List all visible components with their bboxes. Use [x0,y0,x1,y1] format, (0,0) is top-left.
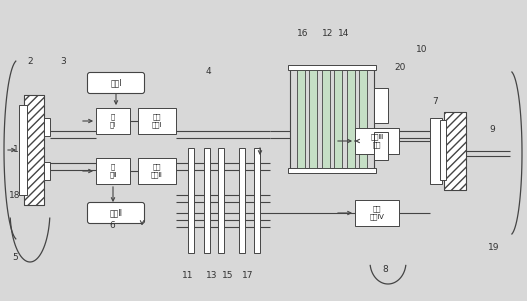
Text: 制车Ⅲ
机构: 制车Ⅲ 机构 [370,134,384,148]
Text: 电
机Ⅱ: 电 机Ⅱ [109,164,117,178]
Text: 1: 1 [13,145,19,154]
Bar [444,112,466,190]
Bar [218,148,224,253]
Text: 16: 16 [297,29,309,39]
Text: 20: 20 [394,64,406,73]
Text: 8: 8 [382,265,388,275]
Text: 2: 2 [27,57,33,67]
Bar [24,95,44,205]
Text: 10: 10 [416,45,428,54]
Bar [440,120,446,180]
Bar [309,70,317,168]
Text: 13: 13 [206,272,218,281]
Bar [297,70,305,168]
Bar [239,148,245,253]
Bar [347,70,355,168]
Bar [24,95,44,205]
Text: 5: 5 [12,253,18,262]
Bar [19,105,27,195]
Bar [204,148,210,253]
Bar [288,168,376,173]
Text: 7: 7 [432,98,438,107]
Bar [430,118,442,184]
Text: 通道Ⅱ: 通道Ⅱ [110,209,122,218]
Bar [334,70,342,168]
Bar [138,158,176,184]
Text: 通道Ⅰ: 通道Ⅰ [110,79,122,88]
Bar [138,108,176,134]
Text: 制车
机构Ⅳ: 制车 机构Ⅳ [369,206,384,220]
Text: 12: 12 [323,29,334,39]
Bar [188,148,194,253]
Text: 19: 19 [488,244,500,253]
Text: 15: 15 [222,272,234,281]
Bar [444,112,466,190]
Bar [96,108,130,134]
Bar [355,128,399,154]
Text: 6: 6 [109,221,115,229]
Bar [322,70,330,168]
Text: 9: 9 [489,126,495,135]
Bar [355,200,399,226]
Bar [288,65,376,70]
Text: 14: 14 [338,29,350,39]
Bar [374,132,388,160]
Text: 17: 17 [242,272,253,281]
Text: 制车
机构Ⅰ: 制车 机构Ⅰ [152,114,162,128]
Text: 11: 11 [182,272,194,281]
Bar [44,162,50,180]
Text: 制车
机构Ⅱ: 制车 机构Ⅱ [151,164,163,178]
Text: 4: 4 [205,67,211,76]
Bar [44,118,50,136]
Text: 18: 18 [9,191,21,200]
Bar [96,158,130,184]
Bar [254,148,260,253]
FancyBboxPatch shape [87,73,144,94]
FancyBboxPatch shape [87,203,144,224]
Bar [374,88,388,123]
Text: 电
机Ⅰ: 电 机Ⅰ [110,114,116,128]
Bar [359,70,367,168]
Text: 3: 3 [60,57,66,67]
